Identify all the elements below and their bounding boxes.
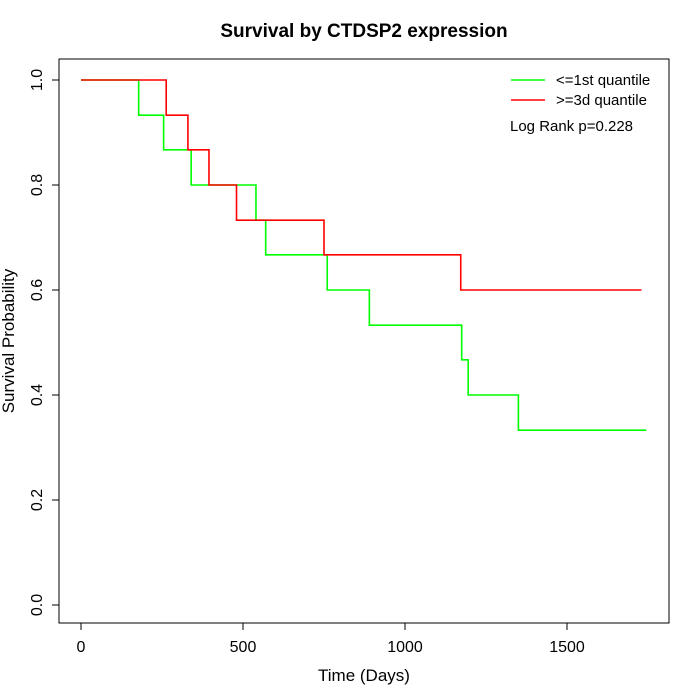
log-rank-annotation: Log Rank p=0.228: [510, 118, 633, 135]
y-axis-label: Survival Probability: [0, 268, 18, 413]
legend: <=1st quantile >=3d quantile: [511, 72, 650, 109]
y-tick-label: 1.0: [29, 69, 46, 91]
chart-title: Survival by CTDSP2 expression: [220, 21, 507, 42]
x-axis-label: Time (Days): [318, 666, 410, 685]
y-tick-label: 0.2: [29, 489, 46, 511]
survival-curve-1: [81, 79, 647, 431]
y-tick-label: 0.0: [29, 594, 46, 616]
x-tick-label: 0: [77, 639, 86, 656]
x-axis: 0 500 1000 1500: [77, 622, 585, 656]
survival-curves: [81, 79, 647, 431]
survival-curve-2: [81, 79, 642, 291]
x-tick-label: 1500: [549, 639, 585, 656]
y-tick-label: 0.6: [29, 279, 46, 301]
y-tick-label: 0.4: [29, 384, 46, 406]
x-tick-label: 1000: [387, 639, 423, 656]
y-axis: 0.0 0.2 0.4 0.6 0.8 1.0: [29, 69, 60, 616]
legend-label: <=1st quantile: [556, 72, 650, 89]
x-tick-label: 500: [230, 639, 257, 656]
y-tick-label: 0.8: [29, 174, 46, 196]
plot-frame: [58, 58, 670, 624]
legend-label: >=3d quantile: [556, 92, 647, 109]
